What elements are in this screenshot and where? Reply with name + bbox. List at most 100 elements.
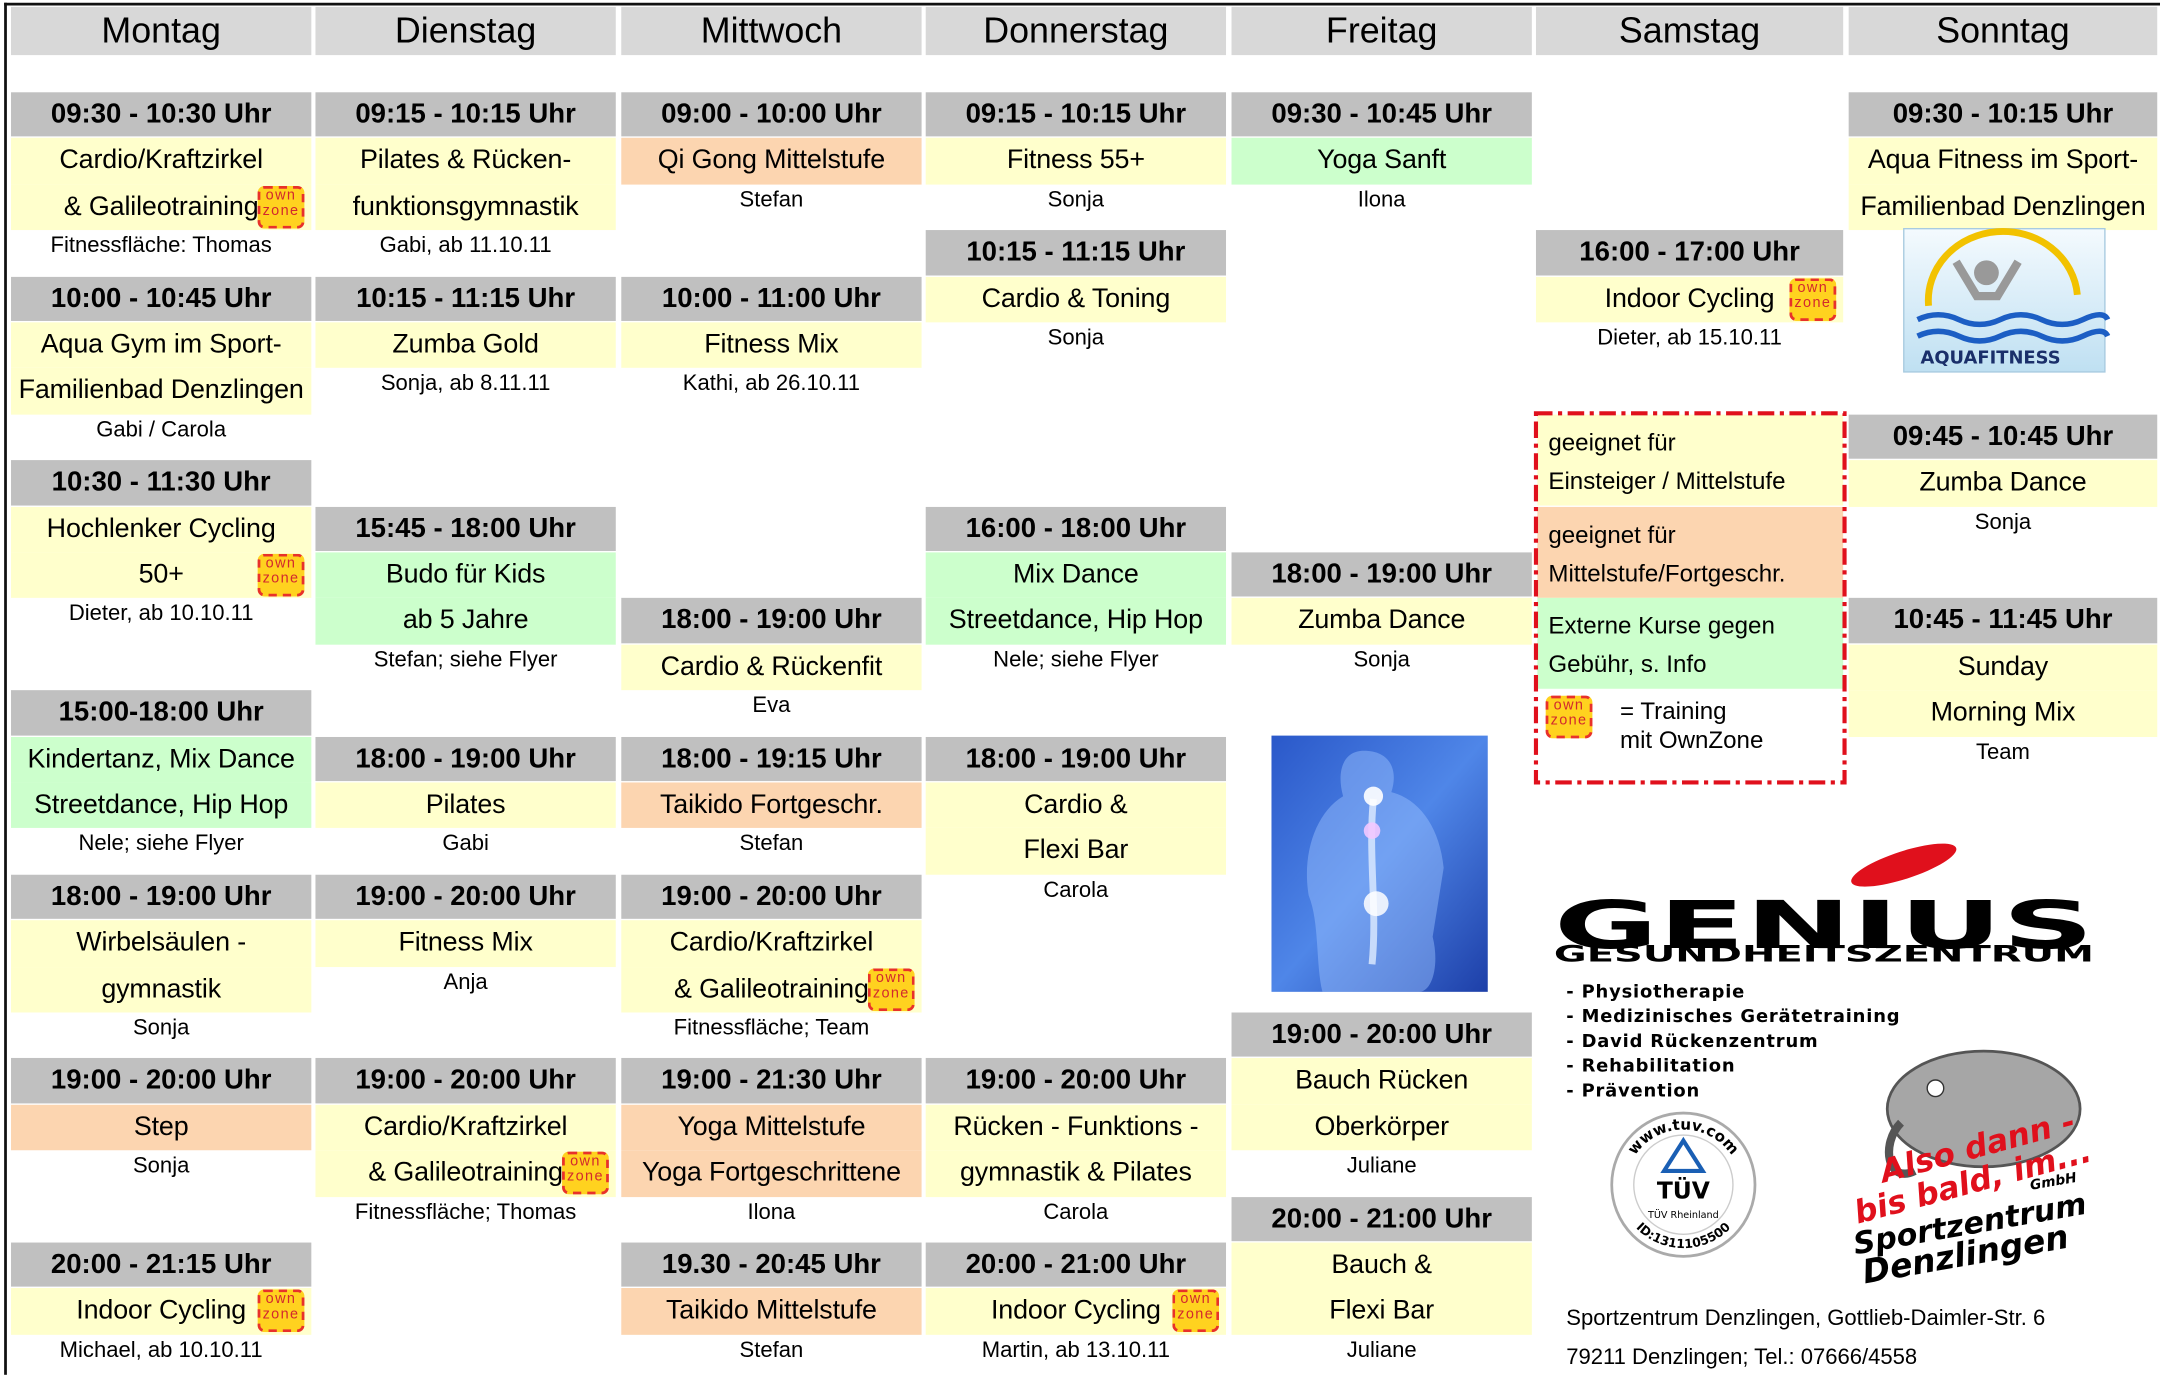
badge-text: zone [1177, 1306, 1215, 1323]
course-name: Bauch Rücken [1231, 1058, 1532, 1105]
instructor-note: Gabi / Carola [96, 418, 227, 442]
instructor-note: Juliane [1346, 1338, 1417, 1363]
time-slot: 09:15 - 10:15 Uhr [315, 92, 616, 137]
time-slot: 20:00 - 21:00 Uhr [1231, 1196, 1532, 1242]
course-name: Taikido Mittelstufe [621, 1288, 922, 1335]
time-slot: 16:00 - 17:00 Uhr [1535, 230, 1844, 275]
instructor-note: Anja [443, 970, 488, 995]
course-name: Zumba Dance [1848, 460, 2158, 507]
course-name: Flexi Bar [1231, 1288, 1532, 1335]
course-name: ab 5 Jahre [315, 598, 616, 645]
services: - Physiotherapie - Medizinisches Gerätetr… [1566, 981, 1900, 1101]
time-slot: 19:00 - 20:00 Uhr [925, 1058, 1227, 1104]
time-slot: 19:00 - 20:00 Uhr [11, 1058, 312, 1104]
course-name: Cardio/Kraftzirkel [11, 138, 312, 185]
course-name: Yoga Mittelstufe [621, 1104, 922, 1151]
badge-text: zone [262, 202, 300, 219]
time-slot: 18:00 - 19:15 Uhr [621, 736, 922, 782]
instructor-note: Team [1976, 740, 2030, 764]
time-slot: 15:45 - 18:00 Uhr [315, 506, 616, 551]
time-slot: 19.30 - 20:45 Uhr [621, 1242, 922, 1288]
time-slot: 09:30 - 10:45 Uhr [1231, 92, 1532, 137]
genius-logo: GENIUS GESUNDHEITSZENTRUM [1554, 843, 2094, 968]
legend-text: Mittelstufe/Fortgeschr. [1548, 558, 1786, 587]
instructor-note: Stefan [739, 188, 804, 212]
course-name: gymnastik & Pilates [925, 1150, 1227, 1197]
course-name: Zumba Dance [1231, 598, 1532, 645]
course-name: Qi Gong Mittelstufe [621, 138, 922, 185]
course-name: Hochlenker Cycling [11, 506, 312, 553]
course-name: Kindertanz, Mix Dance [11, 736, 312, 783]
course-name: Familienbad Denzlingen [1848, 184, 2158, 231]
time-slot: 09:45 - 10:45 Uhr [1848, 414, 2158, 459]
logo-text: AQUAFITNESS [1920, 348, 2060, 369]
time-slot: 15:00-18:00 Uhr [11, 690, 312, 736]
instructor-note: Sonja, ab 8.11.11 [380, 372, 551, 396]
brand-subtitle: GESUNDHEITSZENTRUM [1554, 943, 2094, 968]
time-slot: 09:30 - 10:15 Uhr [1848, 92, 2158, 137]
time-slot: 18:00 - 19:00 Uhr [315, 736, 616, 782]
instructor-note: Sonja [1974, 510, 2032, 534]
instructor-note: Sonja [1353, 648, 1410, 672]
badge-text: zone [262, 1306, 300, 1323]
time-slot: 18:00 - 19:00 Uhr [11, 874, 312, 920]
time-slot: 10:15 - 11:15 Uhr [925, 230, 1227, 275]
course-name: Cardio & Toning [925, 276, 1227, 323]
ownzone-badge: own zone [257, 1289, 305, 1333]
course-name: Flexi Bar [925, 828, 1227, 875]
address: 79211 Denzlingen; Tel.: 07666/4558 [1566, 1345, 1918, 1370]
badge-text: zone [1550, 711, 1588, 729]
legend-item [1537, 506, 1844, 598]
service: - Medizinisches Gerätetraining [1566, 1006, 1900, 1027]
instructor-note: Carola [1043, 878, 1109, 903]
day-header: Freitag [1231, 6, 1532, 56]
badge-text: own [1797, 279, 1829, 296]
instructor-note: Dieter, ab 15.10.11 [1597, 326, 1782, 350]
time-slot: 09:30 - 10:30 Uhr [11, 92, 312, 137]
course-name: Fitness 55+ [925, 138, 1227, 185]
course-name: Aqua Gym im Sport- [11, 322, 312, 369]
instructor-note: Fitnessfläche: Thomas [50, 234, 272, 258]
day-header: Mittwoch [621, 6, 922, 56]
instructor-note: Ilona [1357, 188, 1406, 212]
course-name: Familienbad Denzlingen [11, 368, 312, 415]
service: - David Rückenzentrum [1566, 1031, 1818, 1052]
instructor-note: Ilona [747, 1200, 796, 1225]
course-name: Fitness Mix [621, 322, 922, 369]
ownzone-badge: own zone [257, 553, 305, 597]
course-name: funktionsgymnastik [315, 184, 616, 231]
brand: GENIUS [1554, 887, 2094, 964]
course-name: Cardio/Kraftzirkel [315, 1104, 616, 1151]
course-name: Sunday [1848, 644, 2158, 691]
instructor-note: Stefan [739, 1338, 804, 1363]
instructor-note: Eva [752, 694, 791, 718]
instructor-note: Dieter, ab 10.10.11 [68, 602, 254, 626]
ownzone-badge: own zone [1172, 1289, 1220, 1333]
course-name: Bauch & [1231, 1242, 1532, 1289]
badge-text: own [1180, 1291, 1212, 1308]
course-name: Aqua Fitness im Sport- [1848, 138, 2158, 185]
day-header: Sonntag [1848, 6, 2158, 56]
course-name: Cardio & Rückenfit [621, 644, 922, 691]
instructor-note: Martin, ab 13.10.11 [981, 1338, 1171, 1363]
spine-image [1271, 735, 1488, 992]
course-name: Taikido Fortgeschr. [621, 782, 922, 829]
course-name: Zumba Gold [315, 322, 616, 369]
course-name: Pilates & Rücken- [315, 138, 616, 185]
course-name: Fitness Mix [315, 920, 616, 967]
course-name: Yoga Sanft [1231, 138, 1532, 185]
instructor-note: Nele; siehe Flyer [78, 832, 244, 856]
time-slot: 09:15 - 10:15 Uhr [925, 92, 1227, 137]
legend-text: = Training [1619, 696, 1727, 724]
badge-text: zone [1794, 294, 1832, 311]
time-slot: 19:00 - 21:30 Uhr [621, 1058, 922, 1104]
instructor-note: Sonja [132, 1154, 190, 1179]
course-name: Streetdance, Hip Hop [11, 782, 312, 829]
badge-text: zone [262, 570, 300, 587]
time-slot: 10:45 - 11:45 Uhr [1848, 598, 2158, 644]
time-slot: 10:00 - 10:45 Uhr [11, 276, 312, 321]
course-name: Oberkörper [1231, 1104, 1532, 1151]
time-slot: 10:00 - 11:00 Uhr [621, 276, 922, 321]
